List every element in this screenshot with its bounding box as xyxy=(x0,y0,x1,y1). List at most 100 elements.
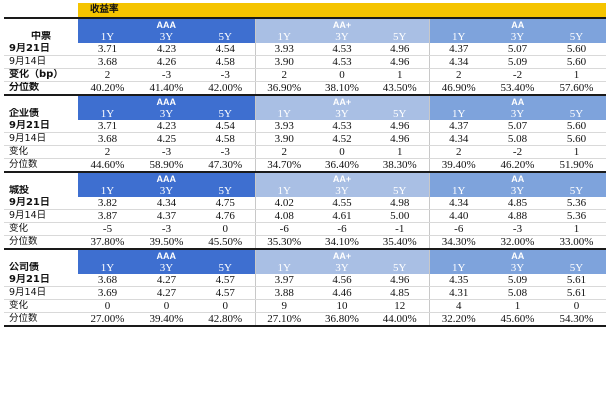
table-row: 9月14日 3.68 4.26 4.58 3.90 4.53 4.96 4.34 5.09 5.6… xyxy=(4,55,607,69)
section-name: 中票 xyxy=(4,31,78,43)
tenor-label: 5Y xyxy=(196,31,255,43)
table-row: 变化 -5 -3 0 -6 -6 -1 -6 -3 1 xyxy=(4,222,607,236)
value-cell: 2 xyxy=(254,68,313,82)
value-cell: 1 xyxy=(547,222,607,236)
tenor-label: 5Y xyxy=(196,108,255,120)
value-cell: 45.60% xyxy=(488,312,547,327)
value-cell: 41.40% xyxy=(137,81,196,96)
tenor-label: 5Y xyxy=(371,262,429,274)
tenor-label: 5Y xyxy=(547,262,607,274)
value-cell: 4.31 xyxy=(428,286,488,300)
tenor-header-row: 公司债 1Y 3Y 5Y 1Y 3Y 5Y 1Y 3Y 5Y xyxy=(4,262,607,274)
table-row: 9月21日 3.82 4.34 4.75 4.02 4.55 4.98 4.34 4.85 5.3… xyxy=(4,197,607,210)
tenor-label: 1Y xyxy=(254,108,313,120)
value-cell: 54.30% xyxy=(547,312,607,327)
row-label: 变化 xyxy=(4,145,78,159)
value-cell: 4.37 xyxy=(428,43,488,56)
row-label: 9月14日 xyxy=(4,286,78,300)
section-header-blank xyxy=(4,171,78,185)
value-cell: -6 xyxy=(313,222,371,236)
tenor-label: 1Y xyxy=(78,262,137,274)
row-label: 9月21日 xyxy=(4,43,78,56)
value-cell: -3 xyxy=(196,145,255,159)
value-cell: 4 xyxy=(428,299,488,313)
value-cell: -3 xyxy=(488,222,547,236)
table-row: 9月14日 3.69 4.27 4.57 3.88 4.46 4.85 4.31 5.08 5.6… xyxy=(4,286,607,300)
value-cell: 3.71 xyxy=(78,120,137,133)
value-cell: 4.54 xyxy=(196,120,255,133)
value-cell: 4.52 xyxy=(313,132,371,146)
value-cell: 43.50% xyxy=(371,81,429,96)
tenor-label: 3Y xyxy=(488,108,547,120)
tenor-label: 3Y xyxy=(137,185,196,197)
rating-label: AAA xyxy=(78,17,255,31)
value-cell: 4.85 xyxy=(488,197,547,210)
tenor-label: 3Y xyxy=(137,31,196,43)
value-cell: 38.30% xyxy=(371,158,429,173)
tenor-label: 3Y xyxy=(137,108,196,120)
value-cell: 4.85 xyxy=(371,286,429,300)
tenor-label: 5Y xyxy=(371,31,429,43)
value-cell: 5.60 xyxy=(547,43,607,56)
value-cell: 3.97 xyxy=(254,274,313,287)
value-cell: 4.96 xyxy=(371,132,429,146)
value-cell: 5.00 xyxy=(371,209,429,223)
section-name: 公司债 xyxy=(4,262,78,274)
tenor-label: 3Y xyxy=(313,31,371,43)
value-cell: 1 xyxy=(371,145,429,159)
value-cell: 5.09 xyxy=(488,55,547,69)
table-row: 9月21日 3.71 4.23 4.54 3.93 4.53 4.96 4.37 5.07 5.6… xyxy=(4,120,607,133)
value-cell: 9 xyxy=(254,299,313,313)
value-cell: -3 xyxy=(137,145,196,159)
value-cell: 5.60 xyxy=(547,55,607,69)
value-cell: 5.07 xyxy=(488,120,547,133)
value-cell: 46.20% xyxy=(488,158,547,173)
value-cell: 4.57 xyxy=(196,274,255,287)
value-cell: 4.37 xyxy=(428,120,488,133)
value-cell: -6 xyxy=(254,222,313,236)
value-cell: 5.36 xyxy=(547,209,607,223)
value-cell: 36.90% xyxy=(254,81,313,96)
value-cell: 4.57 xyxy=(196,286,255,300)
rating-label: AAA xyxy=(78,248,255,262)
value-cell: 4.37 xyxy=(137,209,196,223)
section-header-blank xyxy=(4,94,78,108)
tenor-label: 1Y xyxy=(78,108,137,120)
corner-cell xyxy=(4,3,78,18)
table-row: 分位数 40.20% 41.40% 42.00% 36.90% 38.10% 43.50% 4… xyxy=(4,81,607,96)
value-cell: 4.26 xyxy=(137,55,196,69)
value-cell: 4.96 xyxy=(371,55,429,69)
rating-label: AAA xyxy=(78,171,255,185)
value-cell: 4.55 xyxy=(313,197,371,210)
row-label: 变化 xyxy=(4,299,78,313)
value-cell: 2 xyxy=(428,145,488,159)
title-row: 收益率 xyxy=(4,3,607,19)
value-cell: -3 xyxy=(196,68,255,82)
tenor-header-row: 中票 1Y 3Y 5Y 1Y 3Y 5Y 1Y 3Y 5Y xyxy=(4,31,607,43)
value-cell: 5.61 xyxy=(547,286,607,300)
tenor-label: 5Y xyxy=(547,185,607,197)
rating-header-row: AAA AA+ AA xyxy=(4,94,607,108)
tenor-label: 5Y xyxy=(547,31,607,43)
tenor-label: 5Y xyxy=(196,185,255,197)
value-cell: 57.60% xyxy=(547,81,607,96)
value-cell: 3.68 xyxy=(78,55,137,69)
rating-label: AA xyxy=(428,17,607,31)
section-header-blank xyxy=(4,17,78,31)
value-cell: 0 xyxy=(313,68,371,82)
rating-label: AA xyxy=(428,94,607,108)
value-cell: 58.90% xyxy=(137,158,196,173)
value-cell: 5.60 xyxy=(547,120,607,133)
section-name: 企业债 xyxy=(4,108,78,120)
value-cell: 5.07 xyxy=(488,43,547,56)
value-cell: 5.36 xyxy=(547,197,607,210)
value-cell: 3.68 xyxy=(78,274,137,287)
tenor-label: 1Y xyxy=(428,262,488,274)
value-cell: -6 xyxy=(428,222,488,236)
value-cell: 44.60% xyxy=(78,158,137,173)
value-cell: 4.53 xyxy=(313,43,371,56)
value-cell: 4.35 xyxy=(428,274,488,287)
value-cell: 1 xyxy=(488,299,547,313)
tenor-label: 1Y xyxy=(428,108,488,120)
row-label: 分位数 xyxy=(4,235,78,250)
